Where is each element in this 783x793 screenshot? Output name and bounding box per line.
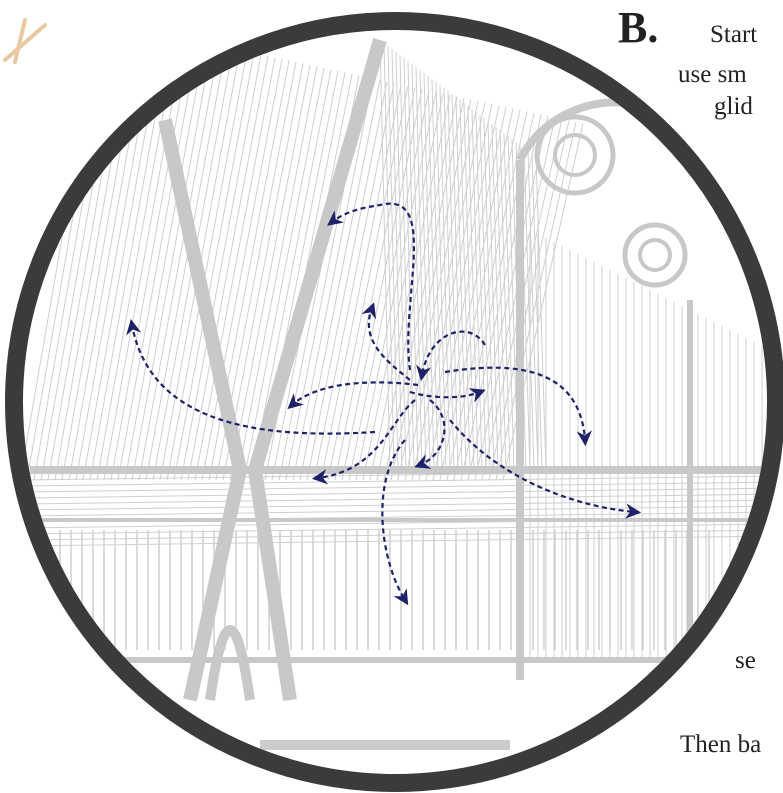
page: B. Start use sm glid se Then ba (() => {… bbox=[0, 0, 783, 793]
frame-ring bbox=[14, 21, 776, 783]
string bbox=[496, 122, 576, 480]
body-line: use sm bbox=[678, 61, 747, 88]
body-line: se bbox=[735, 647, 756, 674]
body-line: glid bbox=[714, 93, 753, 120]
heading-text: Start bbox=[710, 21, 757, 48]
decor-marks bbox=[5, 20, 45, 62]
string bbox=[20, 506, 783, 516]
illustration: B. Start use sm glid se Then ba bbox=[0, 0, 783, 793]
string bbox=[20, 494, 783, 504]
string bbox=[20, 500, 783, 510]
string bbox=[20, 482, 783, 492]
step-label: B. bbox=[618, 3, 658, 52]
string bbox=[20, 488, 783, 498]
string bbox=[20, 476, 783, 486]
body-line: Then ba bbox=[680, 731, 761, 758]
